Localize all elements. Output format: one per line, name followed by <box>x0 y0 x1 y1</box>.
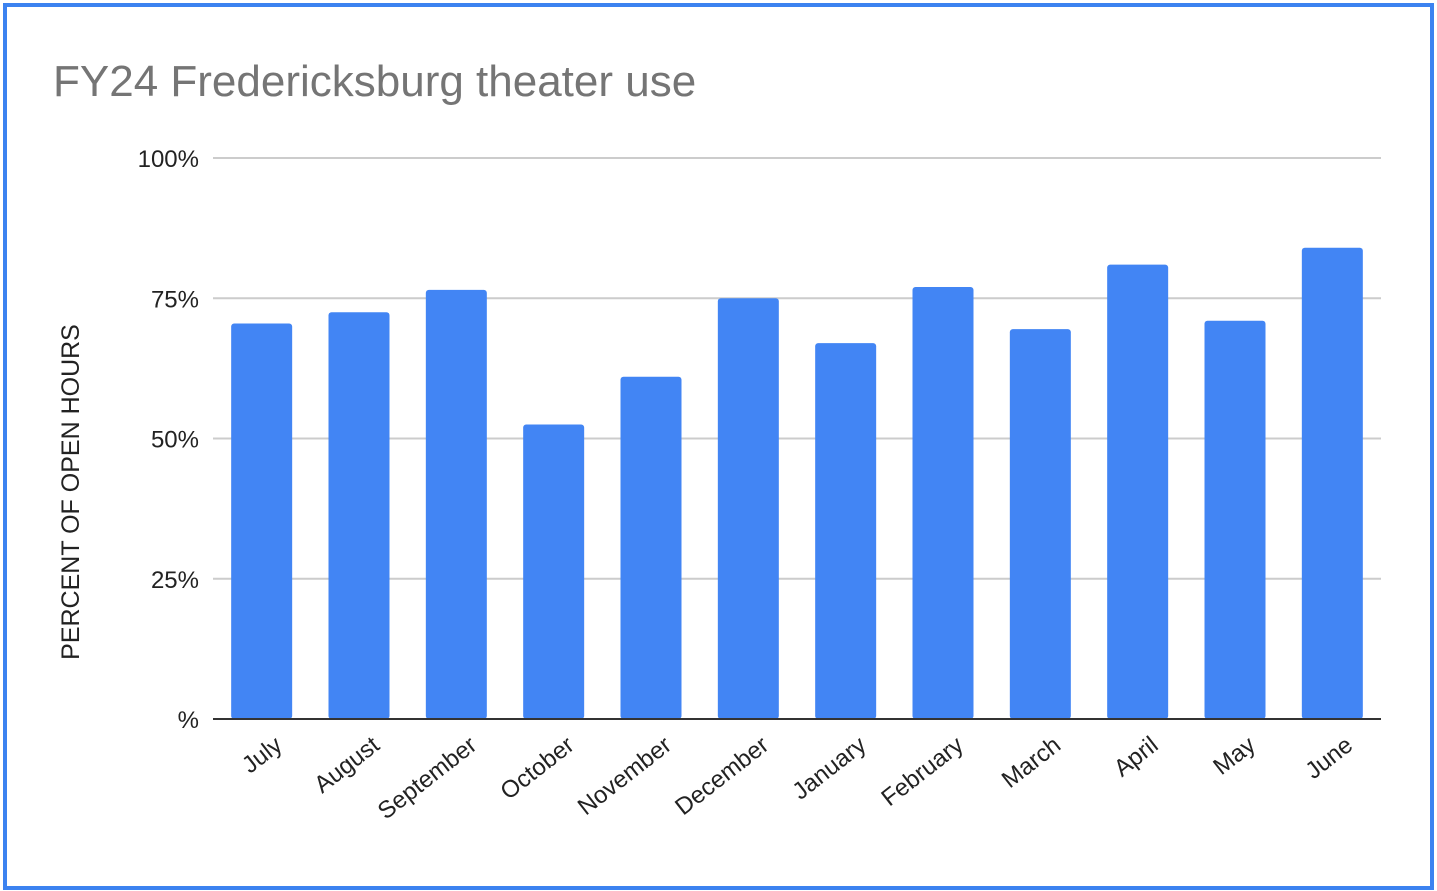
gridlines <box>213 157 1381 580</box>
x-tick-label: August <box>309 731 385 798</box>
x-tick-label: March <box>997 731 1066 793</box>
chart-title: FY24 Fredericksburg theater use <box>53 57 697 106</box>
x-tick-label: January <box>787 731 871 805</box>
bar-december <box>717 298 779 719</box>
bar-june <box>1301 247 1363 719</box>
bar-february <box>912 287 974 719</box>
x-tick-label: February <box>876 731 968 811</box>
bar-series <box>231 247 1363 719</box>
bar-august <box>328 312 390 719</box>
x-tick-label: April <box>1109 731 1163 782</box>
y-tick-label: 25% <box>151 567 199 594</box>
y-axis-title: PERCENT OF OPEN HOURS <box>57 324 85 660</box>
y-tick-label: 75% <box>151 286 199 313</box>
x-tick-label: May <box>1208 731 1260 780</box>
bar-may <box>1204 320 1266 719</box>
bar-april <box>1107 264 1169 719</box>
bar-november <box>620 376 682 719</box>
y-tick-label: 50% <box>151 427 199 454</box>
x-tick-label: October <box>495 731 579 805</box>
bar-september <box>425 289 487 719</box>
x-tick-label: September <box>373 731 482 825</box>
y-tick-label: % <box>178 707 199 734</box>
x-tick-label: December <box>670 731 774 820</box>
bar-july <box>231 323 293 719</box>
bar-march <box>1009 329 1071 719</box>
x-tick-label: July <box>237 731 287 779</box>
x-tick-label: November <box>573 731 677 820</box>
bar-october <box>523 424 585 719</box>
x-tick-label: June <box>1300 731 1358 784</box>
bar-january <box>815 343 877 719</box>
y-tick-label: 100% <box>138 146 199 173</box>
